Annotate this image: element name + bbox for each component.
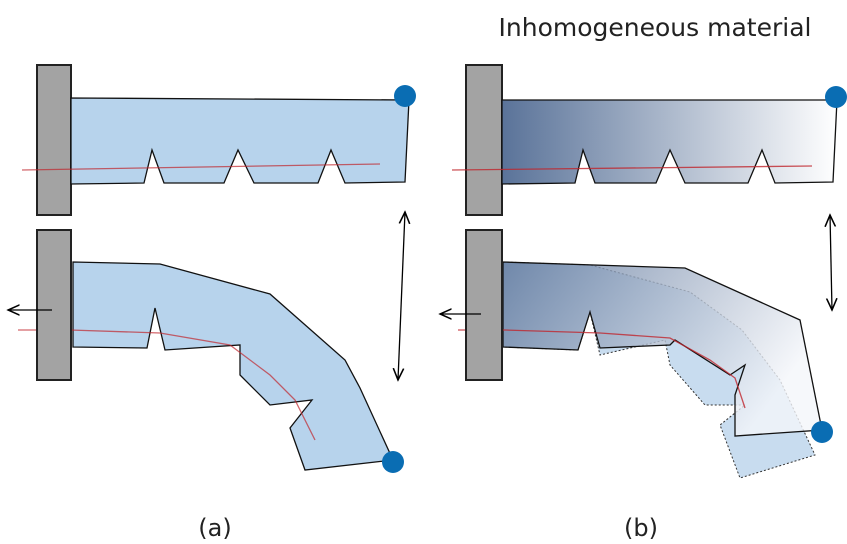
panel-label: (a)	[198, 514, 231, 542]
beam	[71, 98, 409, 184]
wall	[37, 65, 71, 215]
bent-beam	[503, 262, 822, 436]
bent-beam	[73, 262, 393, 470]
panel-b-bottom	[440, 230, 833, 478]
figure: Inhomogeneous material (a) (b)	[0, 0, 847, 544]
load-point	[382, 451, 404, 473]
load-point	[394, 85, 416, 107]
wall	[466, 230, 502, 380]
panel-a-top	[22, 65, 416, 215]
title: Inhomogeneous material	[499, 13, 812, 42]
beam	[502, 100, 837, 184]
displacement-arrow	[830, 215, 832, 310]
displacement-arrow	[398, 212, 405, 380]
wall	[466, 65, 502, 215]
panel-a-bottom	[8, 212, 405, 473]
panel-label: (b)	[624, 514, 658, 542]
load-point	[811, 421, 833, 443]
load-point	[825, 86, 847, 108]
wall	[37, 230, 71, 380]
